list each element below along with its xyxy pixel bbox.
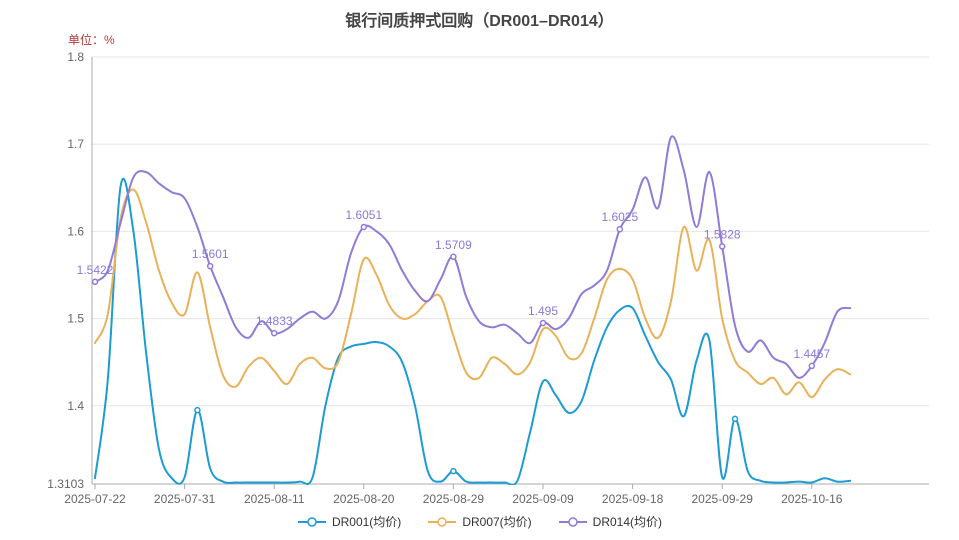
- point-value-label: 1.4457: [793, 347, 830, 361]
- point-value-label: 1.5828: [704, 227, 741, 241]
- x-axis-tick-label: 2025-10-16: [781, 492, 843, 506]
- x-axis-tick-label: 2025-08-29: [423, 492, 485, 506]
- data-point-marker-dr014[interactable]: [539, 319, 547, 327]
- point-value-label: 1.6025: [601, 210, 638, 224]
- point-value-label: 1.495: [528, 304, 558, 318]
- y-axis-tick-label: 1.5: [67, 312, 84, 326]
- y-axis-tick-label: 1.3103: [47, 477, 84, 491]
- x-axis-tick-label: 2025-07-31: [154, 492, 216, 506]
- point-value-label: 1.6051: [345, 208, 382, 222]
- data-point-marker-dr014[interactable]: [92, 278, 99, 286]
- x-axis-tick-label: 2025-09-18: [602, 492, 664, 506]
- x-axis-tick-label: 2025-08-11: [244, 492, 305, 506]
- legend-marker-dr014-icon: [558, 516, 587, 527]
- y-axis-tick-label: 1.7: [67, 137, 84, 151]
- point-value-label: 1.5422: [77, 263, 114, 277]
- series-line-dr001[interactable]: [94, 177, 852, 485]
- x-axis-tick-label: 2025-07-22: [64, 492, 126, 506]
- legend: DR001(均价) DR007(均价) DR014(均价): [0, 513, 959, 530]
- y-axis-tick-label: 1.4: [67, 399, 84, 413]
- data-point-marker-dr014[interactable]: [616, 225, 624, 233]
- data-point-marker-dr014[interactable]: [206, 262, 214, 270]
- point-value-label: 1.5601: [192, 247, 229, 261]
- y-axis-tick-label: 1.6: [67, 224, 84, 238]
- x-axis-tick-label: 2025-08-20: [333, 492, 395, 506]
- unit-label: 单位：%: [68, 33, 115, 47]
- data-point-marker-dr014[interactable]: [450, 253, 457, 261]
- legend-item-dr014[interactable]: DR014(均价): [558, 513, 662, 530]
- data-point-marker-dr001[interactable]: [194, 406, 201, 414]
- legend-label: DR001(均价): [331, 515, 402, 529]
- data-point-marker-dr014[interactable]: [808, 362, 816, 370]
- chart-title: 银行间质押式回购（DR001–DR014）: [345, 13, 614, 30]
- legend-item-dr007[interactable]: DR007(均价): [427, 513, 532, 530]
- legend-item-dr001[interactable]: DR001(均价): [297, 513, 401, 530]
- point-value-label: 1.4833: [256, 314, 293, 328]
- data-point-marker-dr014[interactable]: [270, 329, 278, 337]
- x-axis-tick-label: 2025-09-09: [512, 492, 574, 506]
- y-axis-tick-label: 1.8: [67, 50, 84, 64]
- series-line-dr014[interactable]: [94, 135, 852, 379]
- legend-marker-dr007-icon: [428, 516, 457, 527]
- point-value-label: 1.5709: [435, 238, 472, 252]
- data-point-marker-dr001[interactable]: [731, 415, 739, 423]
- series-line-dr007[interactable]: [94, 188, 852, 399]
- data-point-marker-dr014[interactable]: [718, 243, 726, 250]
- legend-marker-dr001-icon: [297, 516, 326, 527]
- data-point-marker-dr014[interactable]: [360, 223, 368, 231]
- legend-label: DR007(均价): [462, 515, 532, 529]
- data-point-marker-dr001[interactable]: [450, 467, 457, 475]
- x-axis-tick-label: 2025-09-29: [692, 492, 754, 506]
- legend-label: DR014(均价): [592, 515, 663, 529]
